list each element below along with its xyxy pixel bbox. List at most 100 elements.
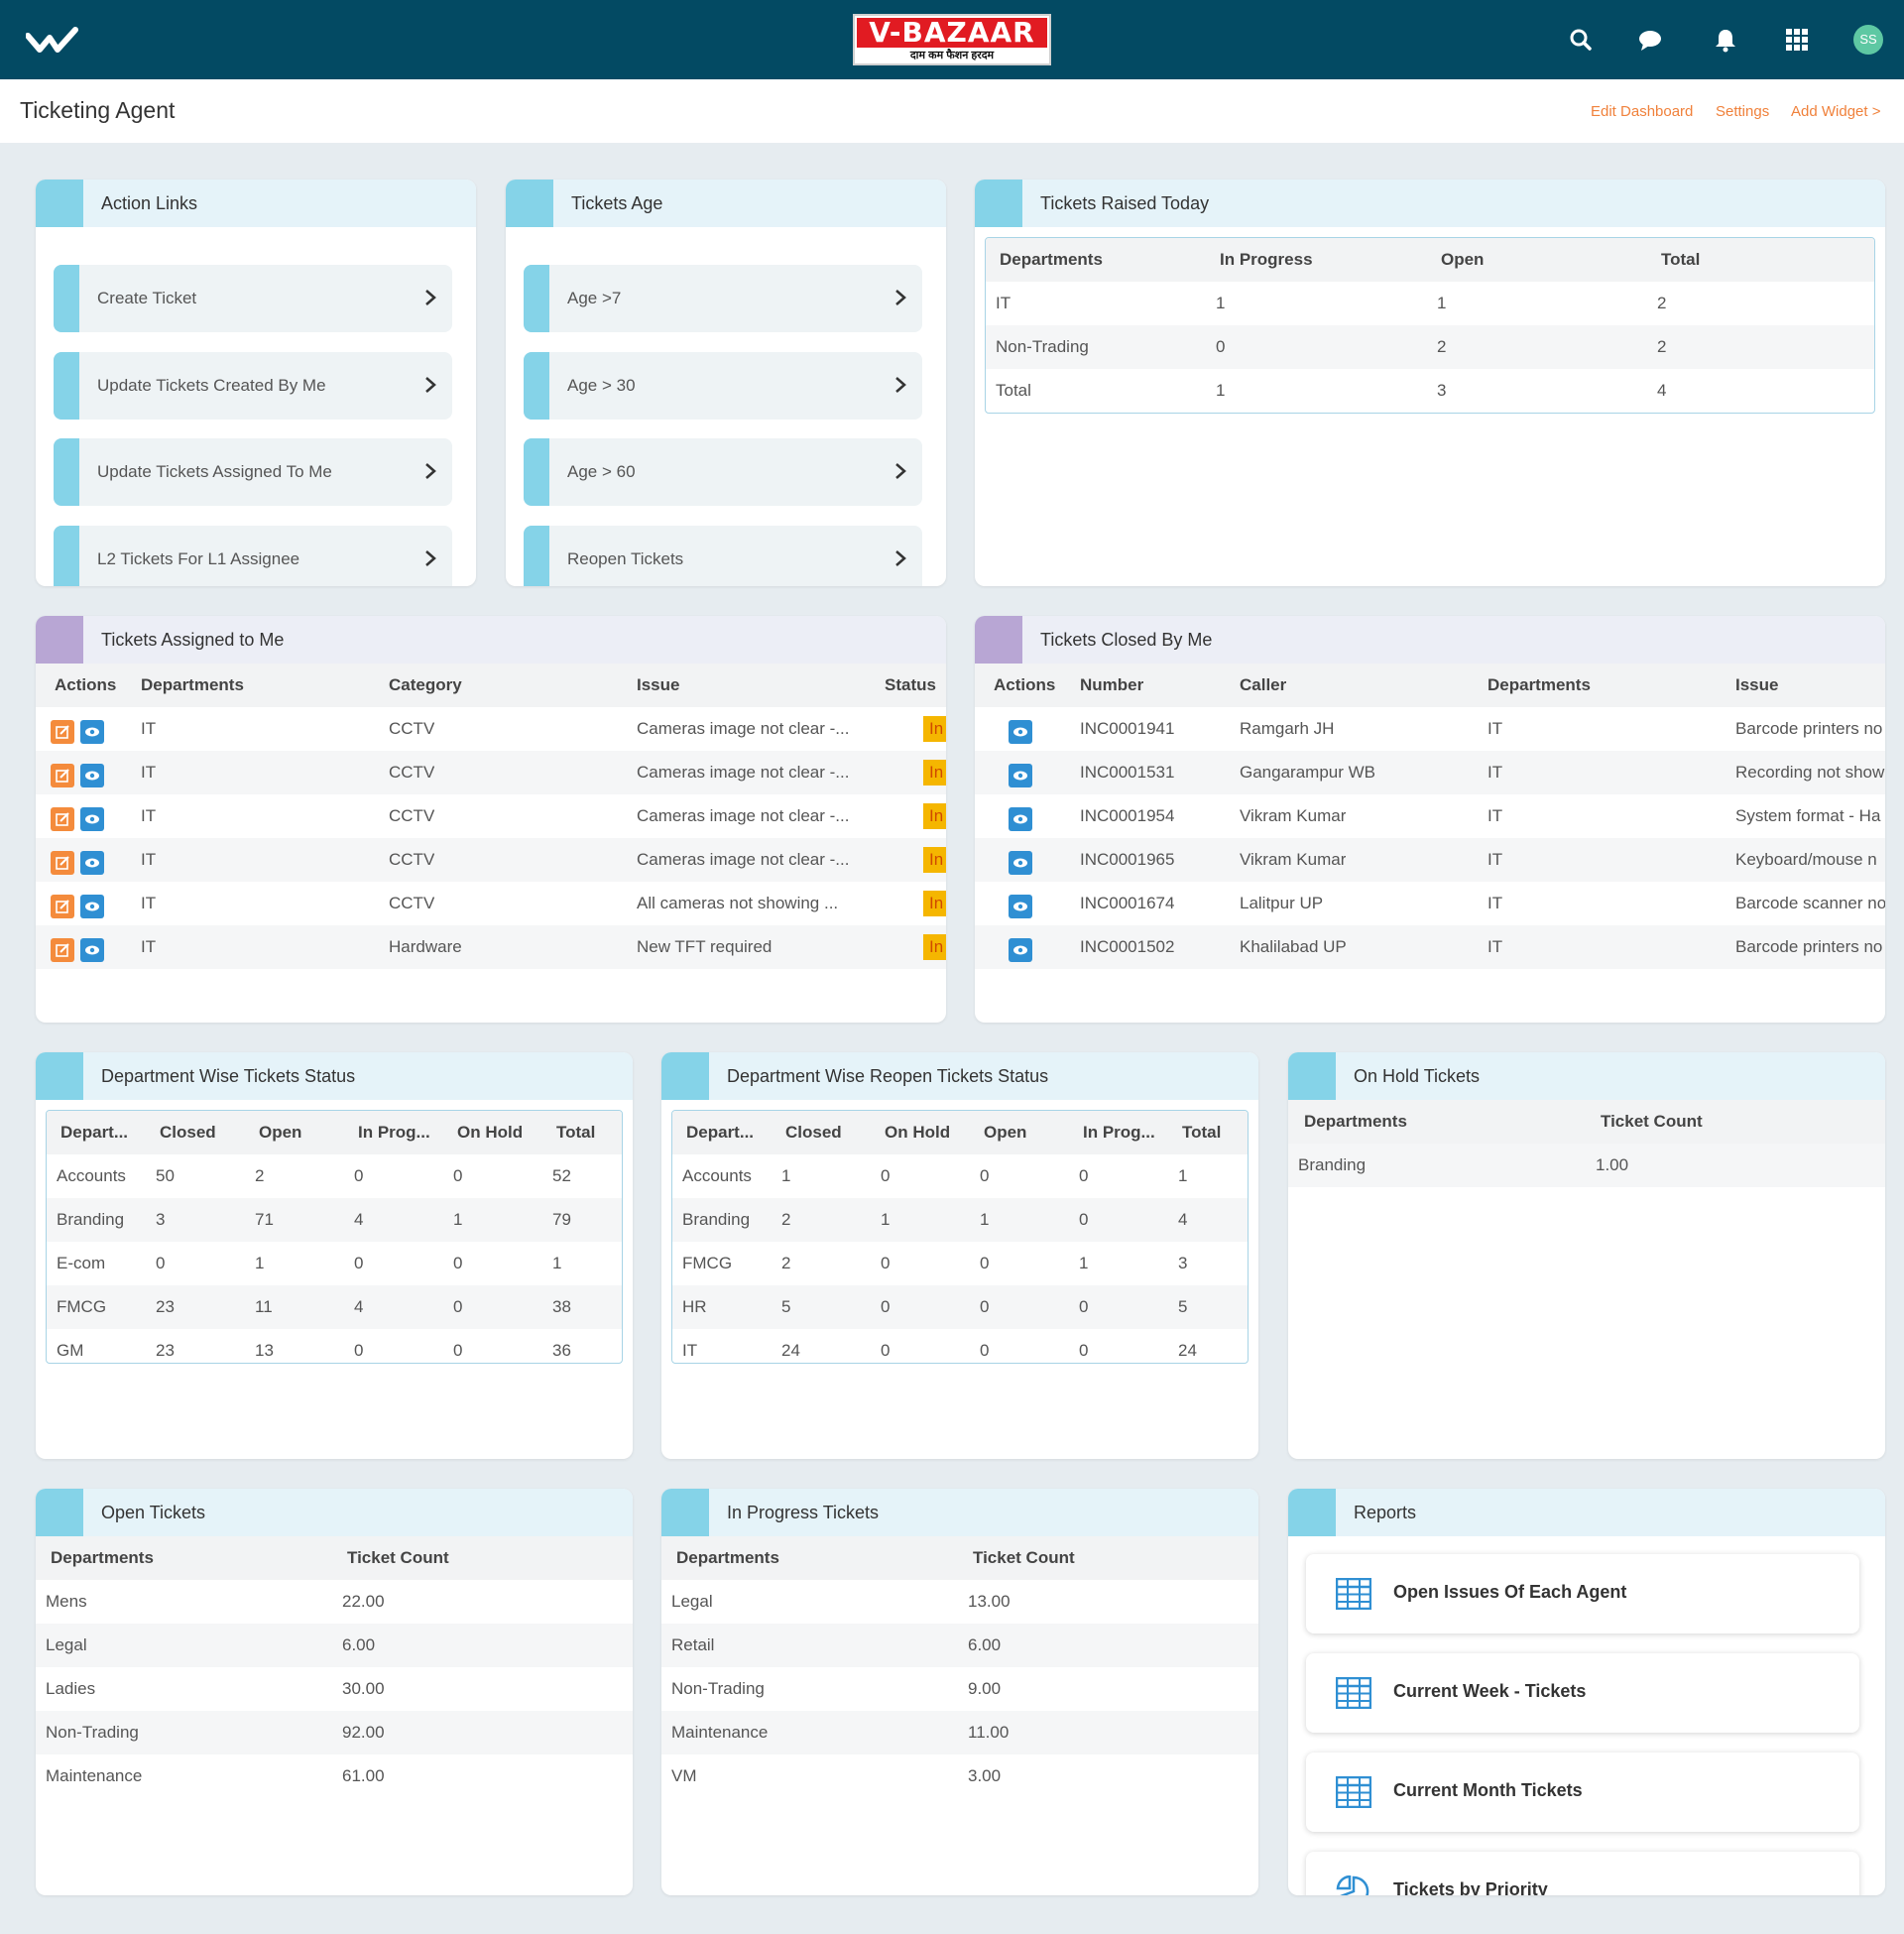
apps-grid-icon[interactable] <box>1783 26 1811 54</box>
cell: Non-Trading <box>996 337 1089 356</box>
table-row[interactable]: Mens 22.00 <box>46 1592 385 1611</box>
table-row[interactable]: IT 1 1 2 <box>986 282 1874 325</box>
report-current-month-tickets[interactable]: Current Month Tickets <box>1306 1753 1859 1832</box>
column-header: Category <box>389 675 462 694</box>
table-icon <box>1336 1677 1371 1709</box>
table-row[interactable]: Maintenance 11.00 <box>661 1711 1258 1754</box>
table-row[interactable]: IT Hardware New TFT required In Prog <box>36 925 946 969</box>
table-row[interactable]: Legal 6.00 <box>36 1624 633 1667</box>
column-header: Departments <box>1488 675 1591 694</box>
age-over-7-link[interactable]: Age >7 <box>524 265 922 332</box>
report-open-issues-each-agent[interactable]: Open Issues Of Each Agent <box>1306 1554 1859 1633</box>
table-row[interactable]: Branding 3 71 4 1 79 <box>47 1198 622 1242</box>
table-row[interactable]: INC0001965 Vikram Kumar IT Keyboard/mous… <box>975 838 1885 882</box>
column-header: On Hold <box>885 1123 951 1142</box>
column-header: Departments <box>1304 1112 1407 1131</box>
cell: Cameras image not clear -... <box>637 719 850 738</box>
table-row[interactable]: VM 3.00 <box>671 1766 1002 1785</box>
cell: 0 <box>1216 337 1226 356</box>
cell: INC0001965 <box>1080 850 1175 869</box>
bell-icon[interactable] <box>1712 26 1739 54</box>
table-row[interactable]: INC0001941 Ramgarh JH IT Barcode printer… <box>975 707 1885 751</box>
settings-link[interactable]: Settings <box>1716 103 1770 120</box>
chevron-right-icon <box>425 550 436 566</box>
table-row[interactable]: Maintenance 61.00 <box>46 1766 385 1785</box>
view-icon[interactable] <box>80 895 104 918</box>
edit-icon[interactable] <box>51 720 74 744</box>
table-row[interactable]: IT CCTV All cameras not showing ... In P… <box>36 882 946 925</box>
table-row[interactable]: IT CCTV Cameras image not clear -... In … <box>36 794 946 838</box>
cell: IT <box>141 763 157 782</box>
add-widget-link[interactable]: Add Widget > <box>1791 103 1881 120</box>
chat-icon[interactable] <box>1636 26 1664 54</box>
reopen-tickets-link[interactable]: Reopen Tickets <box>524 526 922 586</box>
view-icon[interactable] <box>1009 938 1032 962</box>
l2-tickets-link[interactable]: L2 Tickets For L1 Assignee <box>54 526 452 586</box>
view-icon[interactable] <box>1009 764 1032 787</box>
table-row[interactable]: Branding 2 1 1 0 4 <box>672 1198 1248 1242</box>
table-row[interactable]: IT CCTV Cameras image not clear -... In … <box>36 707 946 751</box>
chevron-right-icon <box>895 290 906 305</box>
view-icon[interactable] <box>80 851 104 875</box>
table-row[interactable]: Ladies 30.00 <box>46 1679 385 1698</box>
table-row[interactable]: Non-Trading 9.00 <box>671 1679 1002 1698</box>
table-row[interactable]: Accounts 1 0 0 0 1 <box>682 1166 1188 1185</box>
column-header: Departments <box>51 1548 154 1567</box>
age-over-30-link[interactable]: Age > 30 <box>524 352 922 420</box>
cell: New TFT required <box>637 937 773 956</box>
table-row[interactable]: GM 23 13 0 0 36 <box>57 1341 571 1360</box>
view-icon[interactable] <box>80 938 104 962</box>
cell: IT <box>1488 894 1503 912</box>
table-row[interactable]: Retail 6.00 <box>661 1624 1258 1667</box>
action-links-widget: Action Links Create Ticket Update Ticket… <box>36 180 476 586</box>
table-row[interactable]: Accounts 50 2 0 0 52 <box>57 1166 571 1185</box>
edit-icon[interactable] <box>51 764 74 787</box>
check-mark-logo-icon[interactable] <box>26 26 79 54</box>
table-row[interactable]: IT CCTV Cameras image not clear -... In … <box>36 751 946 794</box>
view-icon[interactable] <box>1009 720 1032 744</box>
cell: CCTV <box>389 806 435 825</box>
table-row[interactable]: INC0001954 Vikram Kumar IT System format… <box>975 794 1885 838</box>
report-current-week-tickets[interactable]: Current Week - Tickets <box>1306 1653 1859 1733</box>
column-header: In Progress <box>1220 250 1313 269</box>
update-tickets-assigned-link[interactable]: Update Tickets Assigned To Me <box>54 438 452 506</box>
view-icon[interactable] <box>80 720 104 744</box>
user-avatar[interactable]: SS <box>1853 25 1883 55</box>
column-header: Departments <box>676 1548 779 1567</box>
widget-header: Tickets Closed By Me <box>975 616 1885 664</box>
on-hold-tickets-widget: On Hold Tickets Departments Ticket Count… <box>1288 1052 1885 1459</box>
table-row[interactable]: INC0001531 Gangarampur WB IT Recording n… <box>975 751 1885 794</box>
view-icon[interactable] <box>1009 895 1032 918</box>
edit-icon[interactable] <box>51 938 74 962</box>
edit-dashboard-link[interactable]: Edit Dashboard <box>1591 103 1694 120</box>
table-row[interactable]: IT 24 0 0 0 24 <box>682 1341 1197 1360</box>
age-over-60-link[interactable]: Age > 60 <box>524 438 922 506</box>
table-row[interactable]: HR 5 0 0 0 5 <box>672 1285 1248 1329</box>
table-row[interactable]: E-com 0 1 0 0 1 <box>57 1254 562 1272</box>
cell: INC0001502 <box>1080 937 1175 956</box>
column-header: Caller <box>1240 675 1287 694</box>
table-row[interactable]: INC0001674 Lalitpur UP IT Barcode scanne… <box>975 882 1885 925</box>
open-tickets-widget: Open Tickets Departments Ticket Count Me… <box>36 1489 633 1895</box>
update-tickets-created-link[interactable]: Update Tickets Created By Me <box>54 352 452 420</box>
table-row[interactable]: Legal 13.00 <box>671 1592 1011 1611</box>
view-icon[interactable] <box>80 807 104 831</box>
create-ticket-link[interactable]: Create Ticket <box>54 265 452 332</box>
report-tickets-by-priority[interactable]: Tickets by Priority <box>1306 1852 1859 1895</box>
table-row[interactable]: IT CCTV Cameras image not clear -... In … <box>36 838 946 882</box>
table-total-row: Total 1 3 4 <box>986 369 1874 413</box>
table-row[interactable]: Non-Trading 92.00 <box>36 1711 633 1754</box>
view-icon[interactable] <box>1009 807 1032 831</box>
view-icon[interactable] <box>1009 851 1032 875</box>
edit-icon[interactable] <box>51 851 74 875</box>
table-row[interactable]: FMCG 23 11 4 0 38 <box>47 1285 622 1329</box>
edit-icon[interactable] <box>51 895 74 918</box>
search-icon[interactable] <box>1567 26 1595 54</box>
table-row[interactable]: Non-Trading 0 2 2 <box>986 325 1874 369</box>
edit-icon[interactable] <box>51 807 74 831</box>
table-row[interactable]: INC0001502 Khalilabad UP IT Barcode prin… <box>975 925 1885 969</box>
table-row[interactable]: Branding 1.00 <box>1288 1144 1885 1187</box>
view-icon[interactable] <box>80 764 104 787</box>
cell: CCTV <box>389 719 435 738</box>
table-row[interactable]: FMCG 2 0 0 1 3 <box>682 1254 1188 1272</box>
